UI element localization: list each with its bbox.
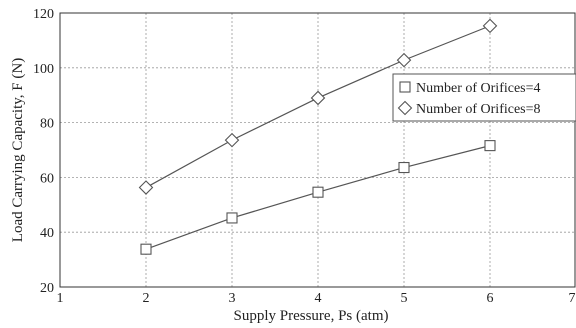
square-marker — [398, 161, 410, 174]
series-2 — [138, 18, 498, 195]
square-marker — [399, 81, 411, 93]
legend-label: Number of Orifices=4 — [416, 81, 541, 96]
diamond-marker — [310, 90, 326, 106]
x-tick-label: 2 — [143, 291, 150, 306]
diamond-marker — [138, 180, 154, 195]
x-tick-label: 3 — [229, 291, 236, 306]
series-1 — [140, 140, 496, 255]
legend-label: Number of Orifices=8 — [416, 102, 541, 117]
y-axis-title: Load Carrying Capacity, F (N) — [10, 58, 26, 242]
x-tick-label: 5 — [401, 291, 408, 306]
series-layer — [138, 18, 498, 255]
diamond-marker — [224, 132, 240, 148]
plot-frame — [59, 12, 576, 288]
x-tick-label: 1 — [57, 291, 64, 306]
legend-item: Number of Orifices=8 — [397, 100, 541, 117]
y-tick-label: 120 — [33, 7, 54, 22]
y-tick-label: 60 — [40, 171, 54, 186]
y-axis-ticks: 20 40 60 80 100 120 — [33, 7, 54, 296]
y-tick-label: 100 — [33, 62, 54, 77]
diamond-marker — [397, 100, 413, 116]
x-axis-ticks: 1 2 3 4 5 6 7 — [57, 291, 576, 306]
y-tick-label: 80 — [40, 117, 54, 132]
square-marker — [312, 186, 324, 198]
grid — [60, 13, 576, 287]
x-tick-label: 7 — [569, 291, 576, 306]
legend-item: Number of Orifices=4 — [399, 81, 541, 96]
legend-box — [392, 73, 576, 122]
x-axis-title: Supply Pressure, Ps (atm) — [234, 308, 389, 324]
diamond-marker — [396, 52, 412, 68]
diamond-marker — [482, 18, 498, 34]
square-marker — [484, 140, 496, 152]
x-tick-label: 4 — [315, 291, 322, 306]
square-marker — [140, 243, 152, 255]
y-tick-label: 20 — [40, 281, 54, 296]
legend: Number of Orifices=4 Number of Orifices=8 — [392, 73, 576, 122]
y-tick-label: 40 — [40, 226, 54, 241]
x-tick-label: 6 — [487, 291, 494, 306]
square-marker — [226, 212, 238, 224]
